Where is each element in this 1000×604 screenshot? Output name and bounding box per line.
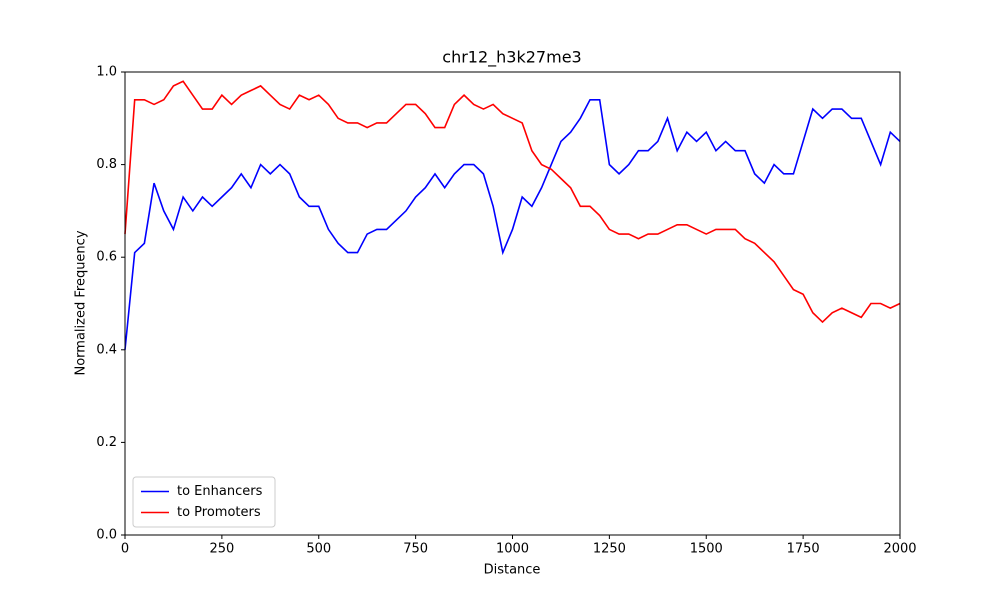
x-tick-label: 2000 bbox=[883, 542, 916, 557]
x-tick-label: 0 bbox=[121, 542, 129, 557]
x-tick-label: 250 bbox=[209, 542, 234, 557]
x-tick-label: 1000 bbox=[496, 542, 529, 557]
x-tick-label: 1750 bbox=[787, 542, 820, 557]
legend: to Enhancers to Promoters bbox=[132, 476, 276, 528]
legend-box bbox=[132, 476, 276, 528]
legend-label: to Promoters bbox=[177, 505, 261, 520]
legend-label: to Enhancers bbox=[177, 484, 263, 499]
y-tick-label: 0.6 bbox=[96, 250, 117, 265]
y-tick-label: 0.8 bbox=[96, 157, 117, 172]
data-line bbox=[124, 98, 901, 350]
y-axis-label: Normalized Frequency bbox=[74, 230, 89, 375]
y-tick-label: 0.2 bbox=[96, 435, 117, 450]
y-tick-label: 0.4 bbox=[96, 342, 117, 357]
x-axis-label: Distance bbox=[484, 563, 541, 578]
y-tick-label: 0.0 bbox=[96, 528, 117, 543]
x-tick-label: 750 bbox=[403, 542, 428, 557]
data-line bbox=[124, 80, 901, 324]
y-tick-label: 1.0 bbox=[96, 65, 117, 80]
x-tick-label: 1250 bbox=[593, 542, 626, 557]
x-tick-label: 500 bbox=[306, 542, 331, 557]
x-tick-label: 1500 bbox=[690, 542, 723, 557]
plot-frame bbox=[124, 71, 901, 536]
chart-title: chr12_h3k27me3 bbox=[442, 48, 581, 68]
